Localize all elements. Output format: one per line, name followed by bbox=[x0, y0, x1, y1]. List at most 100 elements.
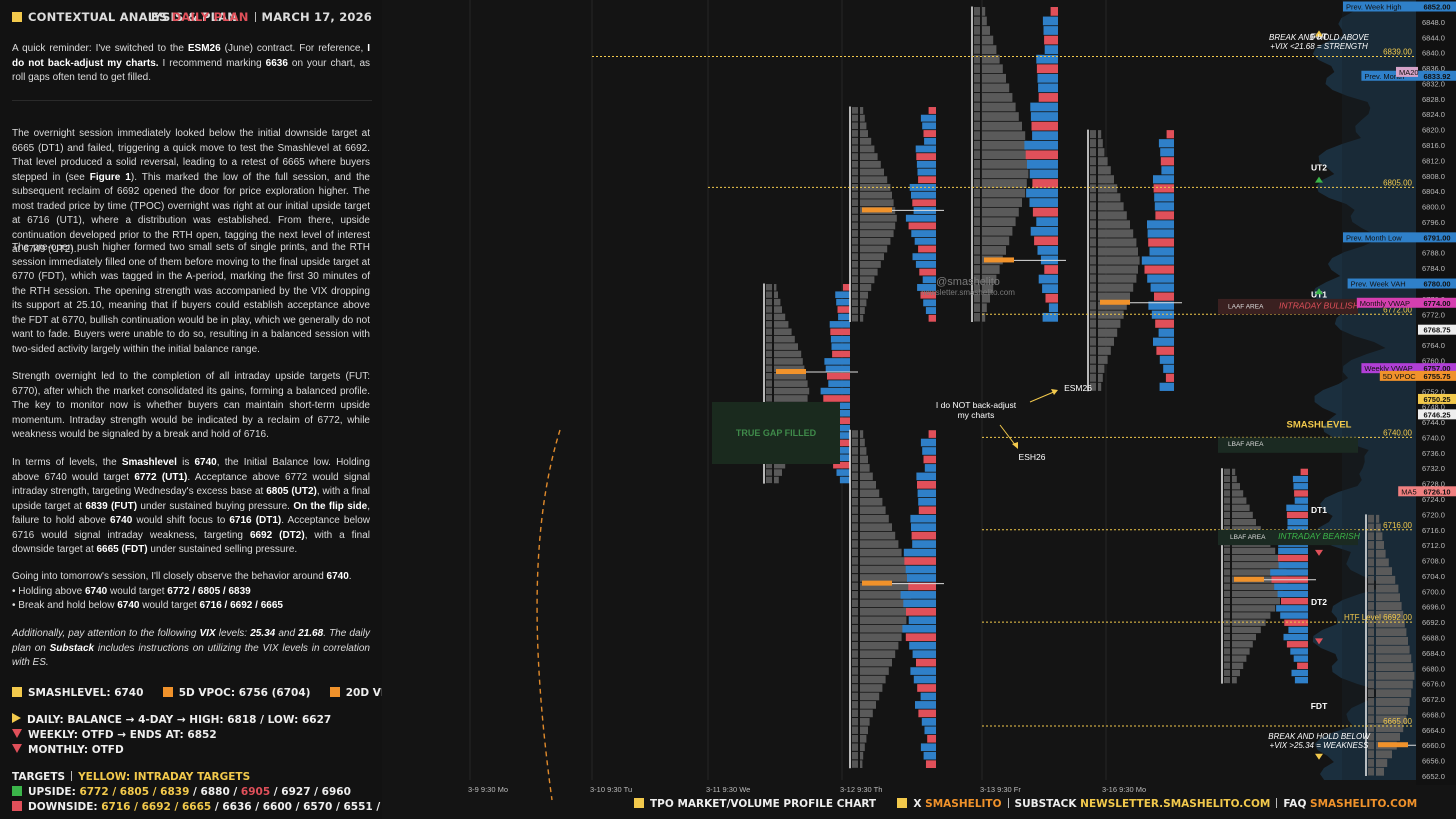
tpo-letter bbox=[1224, 497, 1230, 504]
tpo-letter bbox=[852, 624, 858, 633]
tpo-letter bbox=[1090, 256, 1096, 265]
tpo-block bbox=[1232, 619, 1266, 626]
tpo-block bbox=[1376, 558, 1389, 567]
volume-bar bbox=[1141, 256, 1174, 265]
tpo-letter bbox=[1368, 759, 1374, 767]
tpo-letter bbox=[1368, 680, 1374, 689]
tpo-chart[interactable]: 6839.00 FUT 6805.00 UT2 6772.00 UT1 6740.00 SMA… bbox=[382, 0, 1456, 819]
tpo-block bbox=[860, 616, 907, 625]
tpo-letter bbox=[1368, 645, 1374, 654]
volume-bar bbox=[907, 574, 936, 582]
volume-bar bbox=[1149, 247, 1174, 256]
tpo-block bbox=[860, 481, 876, 489]
tpo-block bbox=[860, 684, 883, 692]
level-tag: UT1 bbox=[1311, 289, 1327, 299]
volume-bar bbox=[916, 658, 936, 667]
volume-bar bbox=[928, 314, 936, 322]
tpo-letter bbox=[852, 455, 858, 464]
volume-bar bbox=[824, 358, 850, 365]
tpo-block bbox=[774, 380, 808, 387]
tpo-block bbox=[860, 245, 888, 253]
x-axis-label: 3-16 9:30 Mo bbox=[1102, 785, 1146, 794]
volume-bar bbox=[1274, 583, 1308, 590]
footer-x-handle[interactable]: SMASHELITO bbox=[925, 798, 1002, 810]
tpo-letter bbox=[852, 245, 858, 253]
tpo-block bbox=[982, 26, 990, 35]
tpo-block bbox=[982, 54, 1000, 64]
tpo-letter bbox=[974, 159, 980, 169]
tpo-block bbox=[860, 107, 864, 114]
tpo-letter bbox=[852, 675, 858, 684]
break-above-line1: BREAK AND HOLD ABOVE bbox=[1269, 33, 1370, 42]
tpo-block bbox=[1098, 202, 1124, 211]
tpo-block bbox=[1232, 612, 1271, 619]
triangle-right-icon bbox=[12, 713, 21, 723]
watermark-handle: @smashelito bbox=[936, 276, 1000, 288]
volume-bar bbox=[924, 726, 936, 735]
not-adjust-line1: I do NOT back-adjust bbox=[936, 400, 1017, 410]
tpo-block bbox=[1098, 328, 1118, 337]
tpo-letter bbox=[1090, 139, 1096, 148]
price-tick-label: 6716.0 bbox=[1422, 526, 1445, 535]
volume-bar bbox=[827, 372, 850, 380]
upside-white2: / 6927 / 6960 bbox=[270, 786, 351, 798]
footer-faq-url[interactable]: SMASHELITO.COM bbox=[1310, 798, 1418, 810]
tpo-letter bbox=[852, 222, 858, 230]
volume-bar bbox=[923, 455, 936, 464]
tpo-letter bbox=[766, 313, 772, 321]
volume-bar bbox=[828, 380, 850, 387]
grid-lines bbox=[469, 0, 1107, 780]
tpo-letter bbox=[974, 93, 980, 102]
tpo-block bbox=[860, 531, 896, 540]
tpo-letter bbox=[766, 306, 772, 313]
tpo-block bbox=[860, 548, 902, 557]
volume-bar bbox=[1044, 45, 1058, 55]
tpo-letter bbox=[852, 701, 858, 709]
tpo-block bbox=[860, 114, 865, 122]
footer-substack-url[interactable]: NEWSLETTER.SMASHELITO.COM bbox=[1080, 798, 1271, 810]
tpo-letter bbox=[1224, 612, 1230, 619]
price-tick-label: 6732.0 bbox=[1422, 464, 1445, 473]
level-label: 6772.00 bbox=[1383, 305, 1412, 314]
tpo-block bbox=[1376, 584, 1399, 593]
price-tick-label: 6760.0 bbox=[1422, 356, 1445, 365]
price-tick-label: 6772.0 bbox=[1422, 310, 1445, 319]
tpo-block bbox=[1376, 532, 1383, 541]
price-tick-label: 6748.0 bbox=[1422, 403, 1445, 412]
price-tick-label: 6836.0 bbox=[1422, 64, 1445, 73]
arrow-head-icon bbox=[1012, 442, 1018, 449]
tpo-block bbox=[1232, 490, 1244, 497]
tpo-block bbox=[1232, 497, 1247, 504]
volume-bar bbox=[831, 417, 850, 425]
volume-bar bbox=[1156, 346, 1174, 355]
price-tick-label: 6672.0 bbox=[1422, 695, 1445, 704]
tpo-letter bbox=[1368, 558, 1374, 567]
tpo-letter bbox=[1224, 554, 1230, 562]
break-below-line1: BREAK AND HOLD BELOW bbox=[1268, 732, 1371, 741]
tpo-letter bbox=[1224, 590, 1230, 597]
volume-bar bbox=[823, 395, 850, 402]
volume-bar bbox=[1278, 554, 1308, 562]
volume-bar bbox=[900, 591, 936, 599]
tpo-block bbox=[774, 395, 808, 402]
volume-bar bbox=[831, 343, 850, 350]
tpo-block bbox=[1098, 193, 1121, 202]
volume-bar bbox=[915, 701, 936, 709]
volume-bar bbox=[1286, 641, 1308, 648]
tpo-block bbox=[774, 372, 806, 380]
volume-bar bbox=[1045, 293, 1058, 303]
tpo-letter bbox=[852, 284, 858, 291]
tpo-letter bbox=[1090, 346, 1096, 355]
price-tag-label: Monthly VWAP bbox=[1360, 299, 1410, 308]
tpo-letter bbox=[1368, 619, 1374, 628]
level-tag: FDT bbox=[1311, 701, 1328, 711]
tpo-block bbox=[860, 624, 905, 633]
tpo-letter bbox=[852, 582, 858, 591]
tpo-block bbox=[1098, 355, 1108, 364]
header-daily-plan: DAILY PLAN bbox=[171, 10, 249, 24]
tpo-block bbox=[774, 469, 782, 476]
tpo-block bbox=[1376, 610, 1404, 619]
volume-bar bbox=[1032, 179, 1058, 188]
upside-row: UPSIDE: 6772 / 6805 / 6839 / 6880 / 6905… bbox=[12, 785, 382, 800]
tpo-block bbox=[982, 150, 1029, 160]
